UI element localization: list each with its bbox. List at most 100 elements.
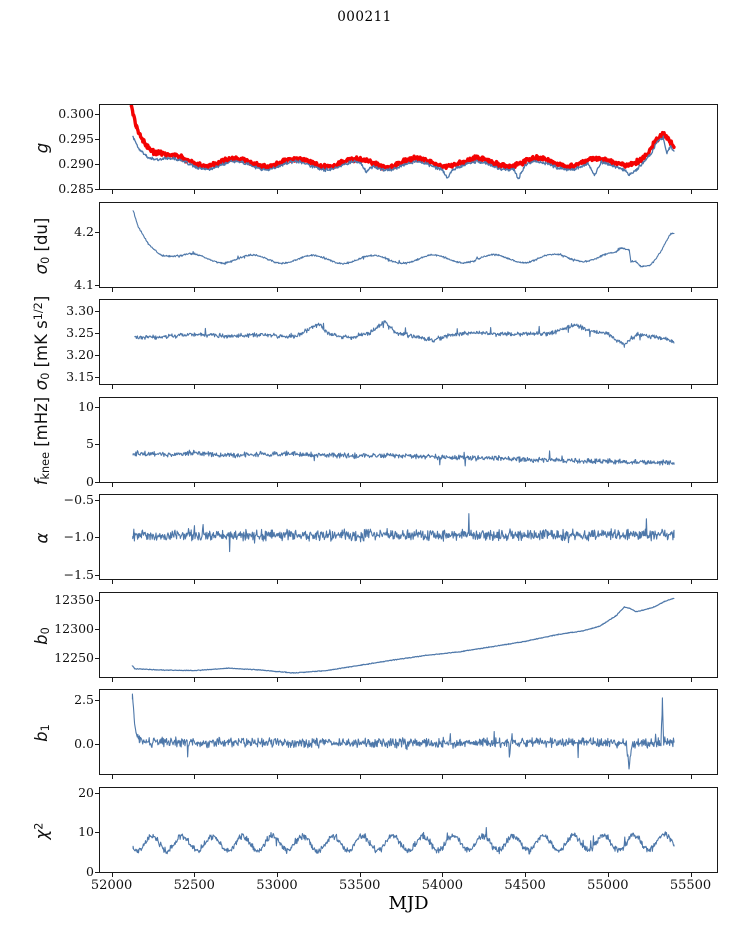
y-tick-label: 0.295 (58, 130, 94, 146)
x-tick (442, 580, 444, 584)
y-axis-label-segment: f (31, 478, 51, 485)
y-tick (95, 599, 99, 601)
y-tick (95, 574, 99, 576)
y-axis-label-segment: σ (31, 263, 51, 274)
y-tick-label: 5 (86, 436, 94, 451)
figure-title: 000211 (337, 9, 392, 25)
y-tick-label: 0.300 (58, 105, 94, 121)
y-tick (95, 332, 99, 334)
x-tick (690, 385, 692, 389)
y-tick (95, 189, 99, 190)
x-tick (111, 385, 113, 389)
x-tick (690, 580, 692, 584)
x-tick (359, 677, 361, 682)
y-tick-label: 12250 (54, 649, 94, 665)
y-axis-label-segment: 0 (39, 256, 53, 264)
x-tick (194, 872, 196, 877)
y-axis-label-chi2: χ2 (33, 822, 52, 839)
y-tick (95, 628, 99, 630)
y-tick (95, 444, 99, 445)
x-tick (111, 580, 113, 584)
y-tick (95, 832, 99, 834)
series-b0 (131, 597, 675, 674)
x-tick (442, 190, 444, 194)
series-alpha (132, 513, 675, 553)
series-g-red (129, 105, 676, 171)
y-tick (95, 657, 99, 659)
series-b1 (131, 693, 675, 770)
y-axis-label-segment: 2 (32, 822, 46, 830)
y-axis-label-segment: ] (31, 295, 51, 303)
panel-chi2: 0 10 20 52000 52500 53000 53500 54000 54500 55000… (33, 786, 718, 893)
x-tick-label: 53500 (339, 877, 381, 893)
x-tick (359, 190, 361, 194)
y-tick-label: 3.20 (66, 346, 94, 362)
panel-b0: 12250 12300 12350 b0 (32, 591, 718, 682)
y-tick-label: 20 (78, 785, 94, 801)
x-tick (525, 287, 527, 292)
y-tick (95, 231, 99, 233)
x-tick (442, 872, 444, 877)
x-tick (276, 580, 278, 584)
x-tick (276, 872, 278, 877)
y-axis-label-segment: χ (32, 829, 52, 839)
x-tick (607, 775, 609, 779)
y-tick-label: 12350 (54, 591, 94, 607)
x-tick (690, 287, 692, 292)
x-tick (359, 872, 361, 877)
y-axis-label-segment: α (32, 532, 52, 544)
y-axis-label-alpha: α (33, 533, 52, 544)
x-axis-label: MJD (388, 893, 429, 914)
y-tick-label: 0.290 (58, 155, 94, 171)
y-tick-label: 12300 (54, 620, 94, 636)
plot-area-b0 (131, 597, 675, 674)
x-tick (194, 190, 196, 194)
series-sigma0-mks (134, 320, 675, 348)
y-tick-label: −1.5 (63, 566, 94, 582)
x-tick (194, 775, 196, 779)
x-tick (607, 677, 609, 682)
x-tick (525, 482, 527, 487)
x-tick (607, 190, 609, 194)
y-tick-label: 10 (78, 824, 94, 840)
x-tick (276, 775, 278, 779)
plot-area-fknee (132, 449, 675, 466)
y-tick-label: 0 (86, 473, 94, 489)
x-tick (194, 287, 196, 292)
x-tick (607, 872, 609, 877)
x-tick (442, 385, 444, 389)
x-tick (442, 482, 444, 487)
y-tick-label: 4.1 (74, 277, 94, 293)
x-tick (690, 775, 692, 779)
x-tick (194, 385, 196, 389)
series-chi2 (132, 826, 675, 855)
y-tick (95, 138, 99, 140)
y-axis-label-fknee: fknee [mHz] (32, 396, 52, 485)
x-tick (359, 775, 361, 779)
x-tick-label: 55000 (587, 877, 629, 893)
y-axis-label-segment: b (31, 633, 51, 645)
y-axis-label-segment: 1/2 (31, 302, 45, 321)
x-tick (276, 190, 278, 194)
x-tick (111, 872, 113, 877)
x-tick (525, 677, 527, 682)
y-tick-label: 0.0 (74, 735, 94, 751)
y-axis-label-g: g (33, 143, 52, 153)
y-tick-label: 3.30 (66, 302, 94, 318)
y-axis-label-segment: 1 (39, 724, 53, 732)
x-tick (442, 775, 444, 779)
x-tick (194, 482, 196, 487)
x-tick (690, 677, 692, 682)
y-tick (95, 285, 99, 287)
x-tick (525, 190, 527, 194)
x-tick (194, 580, 196, 584)
y-tick (95, 481, 99, 483)
plot-area-g (129, 105, 676, 180)
y-tick (95, 354, 99, 356)
x-tick (359, 287, 361, 292)
x-tick (359, 580, 361, 584)
y-axis-label-sigma0-mks: σ0 [mK s1/2] (32, 296, 52, 391)
y-axis-label-b1: b1 (32, 724, 52, 742)
x-tick (111, 677, 113, 682)
x-tick-label: 52000 (90, 877, 133, 893)
